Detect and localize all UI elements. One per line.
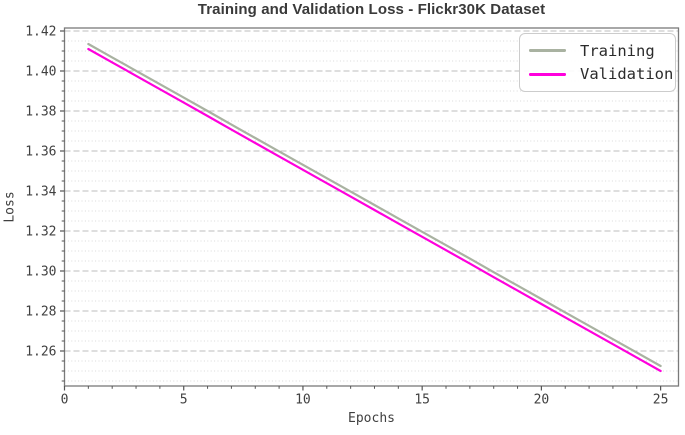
chart-title: Training and Validation Loss - Flickr30K…	[197, 1, 546, 18]
legend-label-validation: Validation	[580, 65, 674, 84]
legend-item-validation: Validation	[529, 65, 673, 83]
training-line	[87, 42, 662, 368]
y-axis-label: Loss	[2, 191, 18, 223]
y-tick-label: 1.30	[25, 265, 56, 280]
axes-frame	[63, 27, 680, 387]
legend-label-training: Training	[580, 41, 655, 60]
x-tick-label: 10	[295, 393, 311, 408]
y-tick-label: 1.36	[25, 145, 56, 160]
y-tick-label: 1.38	[25, 105, 56, 120]
training-line-swatch	[529, 49, 566, 53]
validation-line-swatch	[529, 72, 566, 76]
x-tick-label: 15	[414, 393, 430, 408]
y-tick-label: 1.42	[25, 25, 56, 40]
y-tick-label: 1.32	[25, 225, 56, 240]
legend: Training Validation	[519, 33, 676, 92]
x-tick-label: 0	[61, 393, 69, 408]
y-tick-label: 1.34	[25, 185, 56, 200]
legend-item-training: Training	[529, 42, 669, 60]
x-tick-label: 20	[534, 393, 550, 408]
x-tick-label: 25	[653, 393, 669, 408]
validation-line	[87, 47, 662, 373]
x-tick-label: 5	[180, 393, 188, 408]
y-tick-label: 1.26	[25, 345, 56, 360]
y-tick-label: 1.40	[25, 65, 56, 80]
y-tick-label: 1.28	[25, 305, 56, 320]
x-axis-label: Epochs	[348, 411, 395, 426]
